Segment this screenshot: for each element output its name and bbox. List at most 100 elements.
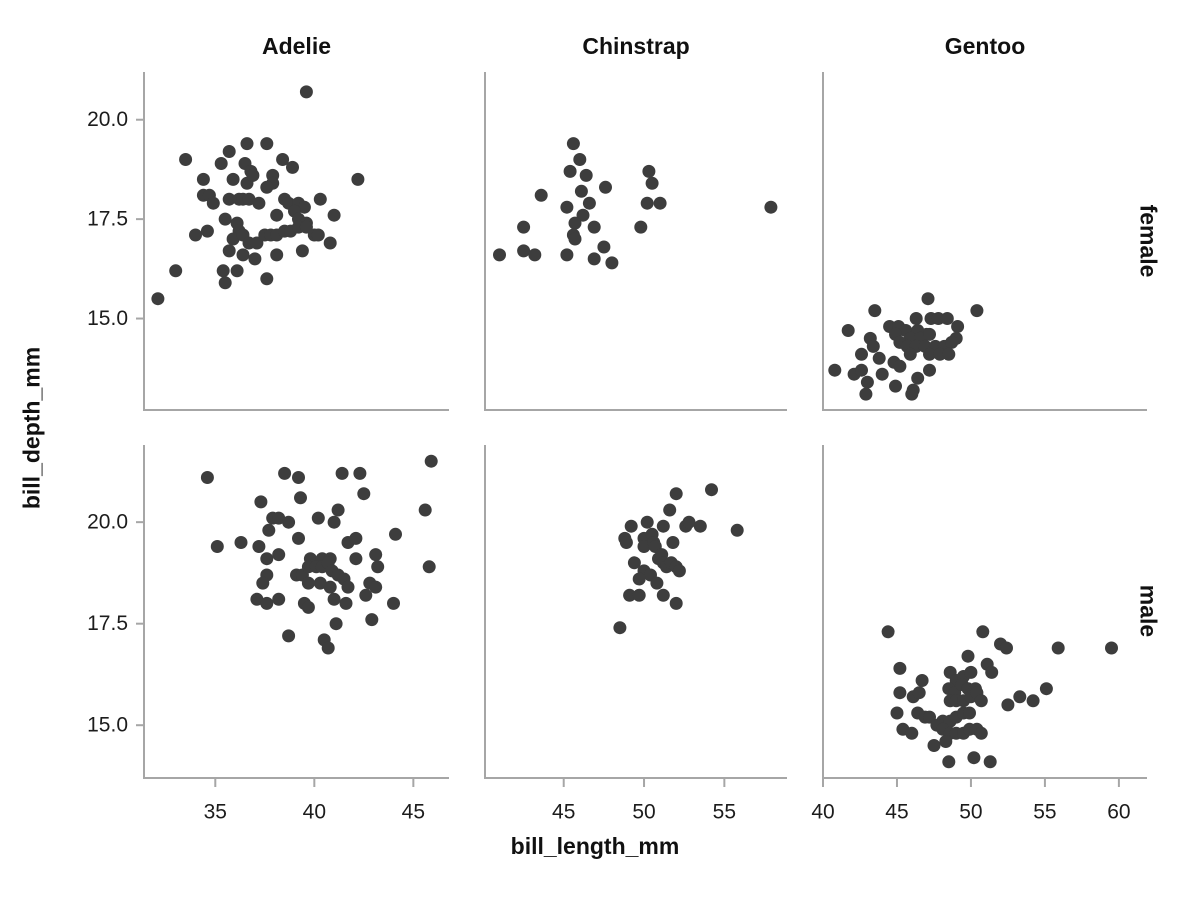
facet-row-label-female: female xyxy=(1135,204,1162,278)
data-point xyxy=(974,694,988,708)
facet-column-title-chinstrap: Chinstrap xyxy=(582,33,690,59)
data-point xyxy=(313,192,327,206)
data-point xyxy=(893,661,907,675)
data-point xyxy=(911,371,925,385)
data-point xyxy=(349,552,363,566)
data-point xyxy=(387,596,400,610)
data-point xyxy=(560,200,574,214)
x-tick-label: 40 xyxy=(303,801,326,824)
data-point xyxy=(295,244,309,258)
data-point xyxy=(619,536,633,549)
data-point xyxy=(868,304,882,318)
data-point xyxy=(568,232,582,246)
x-tick-label: 55 xyxy=(713,801,736,824)
data-point xyxy=(240,137,254,151)
data-point xyxy=(292,531,305,545)
facet-panel-chinstrap-male: 45 50 55 xyxy=(484,445,787,824)
data-point xyxy=(528,248,542,262)
data-point xyxy=(666,536,680,549)
points-group xyxy=(881,625,1118,769)
data-point xyxy=(855,363,868,377)
data-point xyxy=(282,629,296,643)
data-point xyxy=(974,726,988,740)
data-point xyxy=(764,200,778,214)
data-point xyxy=(905,387,919,401)
data-point xyxy=(923,327,936,341)
data-point xyxy=(189,228,202,242)
data-point xyxy=(705,483,718,497)
data-point xyxy=(357,487,371,501)
data-point xyxy=(976,625,990,639)
data-point xyxy=(923,363,936,377)
data-point xyxy=(517,220,531,234)
data-point xyxy=(341,580,355,594)
data-point xyxy=(222,145,236,158)
data-point xyxy=(931,312,945,325)
data-point xyxy=(1026,694,1040,708)
data-point xyxy=(860,375,874,389)
data-point xyxy=(640,196,654,210)
data-point xyxy=(889,379,902,393)
data-point xyxy=(260,272,274,286)
data-point xyxy=(299,85,313,99)
data-point xyxy=(321,641,335,655)
facet-panel-adelie-female: 20.0 17.5 15.0 xyxy=(87,72,449,411)
facet-panel-gentoo-male: 40 45 50 55 60 xyxy=(811,445,1147,824)
data-point xyxy=(905,726,919,740)
data-point xyxy=(970,304,984,318)
data-point xyxy=(945,335,959,349)
data-point xyxy=(218,276,232,290)
data-point xyxy=(613,621,627,635)
data-point xyxy=(297,200,311,214)
data-point xyxy=(327,592,341,606)
data-point xyxy=(246,168,260,182)
data-point xyxy=(669,596,683,610)
data-point xyxy=(260,137,274,151)
data-point xyxy=(301,600,315,614)
data-point xyxy=(1013,690,1027,704)
data-point xyxy=(693,519,707,533)
facet-row-label-male: male xyxy=(1135,584,1162,638)
facet-column-title-gentoo: Gentoo xyxy=(944,33,1026,59)
facet-panel-gentoo-female xyxy=(822,72,1147,411)
data-point xyxy=(389,527,402,541)
data-point xyxy=(294,491,307,505)
x-tick-label: 50 xyxy=(959,801,982,824)
data-point xyxy=(256,576,270,590)
data-point xyxy=(1000,641,1013,655)
data-point xyxy=(226,232,240,246)
data-point xyxy=(252,196,266,210)
data-point xyxy=(563,164,577,178)
data-point xyxy=(574,184,588,198)
data-point xyxy=(493,248,506,262)
data-point xyxy=(327,515,341,529)
data-point xyxy=(961,649,975,663)
data-point xyxy=(286,160,299,174)
data-point xyxy=(230,264,244,278)
data-point xyxy=(963,706,976,720)
data-point xyxy=(371,560,385,574)
data-point xyxy=(418,503,432,517)
data-point xyxy=(942,755,956,769)
data-point xyxy=(903,347,917,361)
data-point xyxy=(909,312,923,325)
data-point xyxy=(327,208,341,222)
data-point xyxy=(351,172,365,186)
data-point xyxy=(323,236,337,250)
data-point xyxy=(252,540,266,553)
data-point xyxy=(656,588,670,602)
data-point xyxy=(169,264,183,278)
data-point xyxy=(151,292,165,306)
data-point xyxy=(331,503,345,517)
data-point xyxy=(855,347,868,361)
data-point xyxy=(890,706,904,720)
data-point xyxy=(1001,698,1015,712)
data-point xyxy=(282,515,296,529)
y-tick-label: 20.0 xyxy=(87,108,128,131)
data-point xyxy=(921,292,935,306)
data-point xyxy=(292,471,305,484)
data-point xyxy=(1105,641,1118,655)
data-point xyxy=(587,220,601,234)
data-point xyxy=(985,665,999,679)
